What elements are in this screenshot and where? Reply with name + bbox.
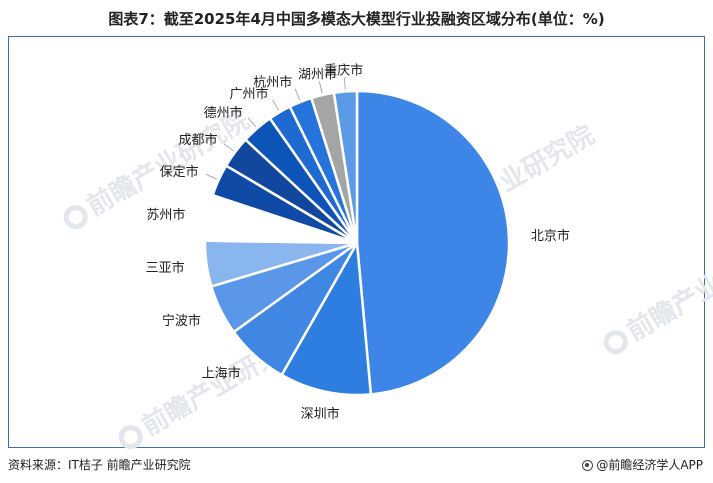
slice-label: 保定市 [160, 164, 199, 180]
brand-logo-icon [582, 460, 594, 471]
pie-slice-2 [279, 238, 373, 397]
leader-line [205, 173, 217, 180]
page-title: 图表7：截至2025年4月中国多模态大模型行业投融资区域分布(单位：%) [108, 10, 605, 28]
slice-label: 北京市 [531, 228, 570, 244]
slice-label: 湖州市 [298, 67, 337, 83]
leader-line [343, 77, 346, 90]
slice-label: 上海市 [202, 365, 241, 381]
slice-label: 三亚市 [146, 260, 185, 276]
slice-label: 宁波市 [162, 313, 201, 329]
source-note: 资料来源：IT桔子 前瞻产业研究院 [8, 458, 191, 472]
pie-slice-13 [332, 89, 359, 244]
slice-label: 重庆市 [324, 63, 363, 79]
leader-line [223, 143, 234, 152]
leader-line [294, 88, 301, 101]
slice-label: 广州市 [229, 86, 268, 102]
slice-label: 深圳市 [301, 406, 340, 422]
slice-label: 成都市 [178, 132, 217, 148]
pie-slice-1 [355, 89, 511, 396]
leader-line [272, 99, 279, 111]
brand-credit: @前瞻经济学人APP [582, 456, 703, 473]
leader-line [247, 117, 257, 128]
slice-label: 杭州市 [253, 74, 292, 90]
leader-line [318, 81, 323, 94]
slice-label: 德州市 [204, 105, 243, 121]
slice-label: 苏州市 [146, 207, 185, 223]
